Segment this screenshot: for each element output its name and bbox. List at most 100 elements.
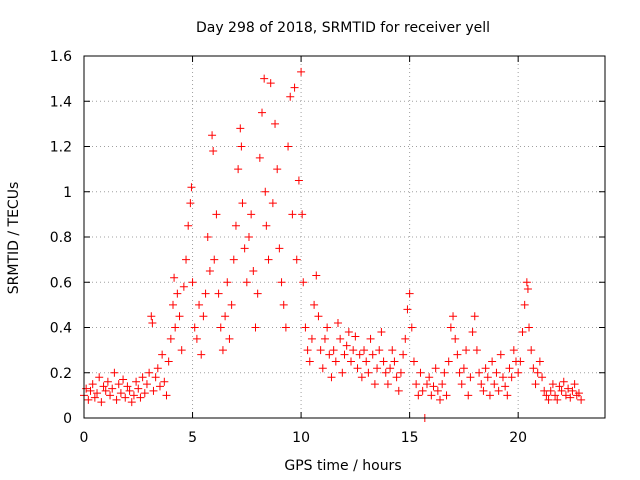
data-point: [138, 373, 147, 382]
data-point: [366, 334, 375, 343]
x-tick-label: 20: [509, 430, 527, 446]
data-point: [533, 368, 542, 377]
data-point: [258, 108, 267, 117]
data-point: [136, 393, 145, 402]
data-point: [286, 92, 295, 101]
data-point: [561, 391, 570, 400]
data-point: [84, 395, 93, 404]
x-tick-label: 10: [292, 430, 310, 446]
y-tick-label: 0.6: [50, 275, 72, 291]
data-point: [303, 346, 312, 355]
data-point: [221, 312, 230, 321]
data-point: [555, 382, 564, 391]
data-point: [551, 391, 560, 400]
data-point: [197, 350, 206, 359]
data-point: [548, 380, 557, 389]
data-point: [318, 364, 327, 373]
data-point: [264, 255, 273, 264]
data-point: [164, 357, 173, 366]
data-point: [416, 368, 425, 377]
data-point: [288, 210, 297, 219]
data-point: [251, 323, 260, 332]
data-point: [273, 165, 282, 174]
data-point: [564, 384, 573, 393]
data-point: [347, 357, 356, 366]
data-point: [240, 244, 249, 253]
data-point: [201, 289, 210, 298]
data-point: [507, 373, 516, 382]
data-point: [403, 305, 412, 314]
data-point: [396, 368, 405, 377]
y-tick-label: 0.2: [50, 366, 72, 382]
data-point: [522, 278, 531, 287]
data-point: [158, 350, 167, 359]
data-points: [80, 67, 586, 422]
data-point: [279, 300, 288, 309]
data-point: [520, 300, 529, 309]
data-point: [340, 350, 349, 359]
data-point: [244, 233, 253, 241]
data-point: [527, 346, 536, 355]
data-point: [305, 357, 314, 366]
data-point: [336, 334, 345, 343]
data-point: [140, 389, 149, 398]
data-point: [203, 233, 212, 241]
data-point: [188, 278, 197, 287]
data-point: [483, 373, 492, 382]
data-point: [466, 373, 475, 382]
data-point: [127, 398, 136, 407]
data-point: [90, 393, 99, 402]
data-point: [171, 323, 180, 332]
y-tick-label: 0.8: [50, 230, 72, 246]
y-axis-label: SRMTID / TECUs: [6, 182, 22, 295]
data-point: [475, 368, 484, 377]
data-point: [229, 255, 238, 264]
data-point: [284, 142, 293, 151]
x-tick-label: 15: [401, 430, 419, 446]
data-point: [503, 391, 512, 400]
data-point: [414, 391, 423, 400]
data-point: [383, 380, 392, 389]
data-point: [455, 368, 464, 377]
data-point: [518, 328, 527, 337]
data-point: [292, 255, 301, 264]
data-point: [116, 389, 125, 398]
data-point: [310, 300, 319, 309]
data-point: [290, 83, 299, 92]
x-tick-label: 5: [188, 430, 197, 446]
data-point: [208, 131, 217, 140]
data-point: [481, 364, 490, 373]
data-point: [175, 312, 184, 321]
data-point: [509, 346, 518, 355]
data-point: [531, 380, 540, 389]
data-point: [492, 368, 501, 377]
data-point: [485, 391, 494, 400]
y-tick-labels: 0 0.2 0.4 0.6 0.8 1 1.2 1.4 1.6: [50, 49, 72, 427]
data-point: [173, 289, 182, 298]
data-point: [153, 364, 162, 373]
data-point: [227, 300, 236, 309]
data-point: [544, 395, 553, 404]
data-point: [390, 357, 399, 366]
data-point: [477, 380, 486, 389]
data-point: [151, 373, 160, 382]
y-tick-label: 1.2: [50, 140, 72, 156]
y-tick-label: 1.6: [50, 49, 72, 65]
data-point: [162, 391, 171, 400]
data-point: [451, 334, 460, 343]
data-point: [95, 373, 104, 382]
data-point: [108, 384, 117, 393]
data-point: [149, 386, 158, 395]
data-point: [553, 395, 562, 404]
data-point: [320, 334, 329, 343]
data-point: [360, 346, 369, 355]
data-point: [187, 183, 196, 192]
data-point: [112, 395, 121, 404]
data-point: [412, 380, 421, 389]
data-point: [388, 346, 397, 355]
data-point: [457, 380, 466, 389]
data-point: [182, 255, 191, 264]
data-point: [234, 165, 243, 174]
data-point: [494, 386, 503, 395]
